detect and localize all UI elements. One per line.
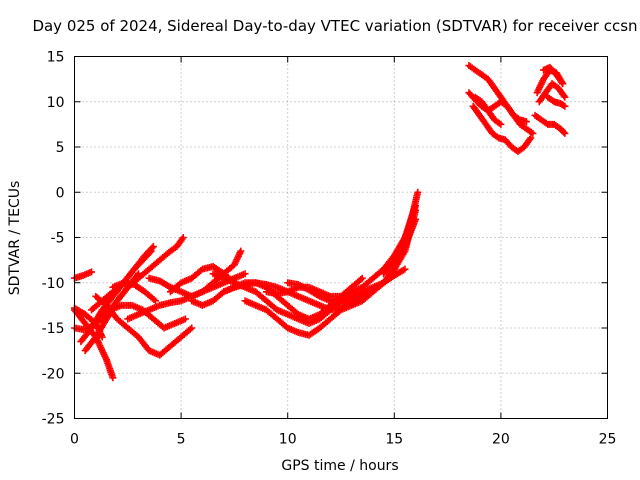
data-point bbox=[561, 93, 569, 101]
data-point bbox=[147, 247, 155, 255]
series-27 bbox=[531, 111, 569, 137]
y-tick-label: -10 bbox=[42, 276, 65, 292]
data-point bbox=[146, 248, 154, 256]
x-axis-label: GPS time / hours bbox=[281, 458, 398, 474]
y-tick-label: -20 bbox=[42, 366, 65, 382]
series-28 bbox=[540, 63, 567, 88]
y-tick-label: -15 bbox=[42, 321, 65, 337]
y-tick-label: -5 bbox=[51, 231, 65, 247]
data-point bbox=[560, 128, 568, 136]
data-point bbox=[561, 129, 569, 137]
series-22 bbox=[465, 89, 537, 137]
data-point bbox=[414, 188, 422, 196]
data-point bbox=[149, 243, 157, 251]
data-point bbox=[109, 374, 117, 382]
y-tick-label: 15 bbox=[47, 50, 65, 66]
series-15 bbox=[209, 265, 409, 327]
series-10 bbox=[109, 279, 160, 305]
x-tick-label: 5 bbox=[177, 432, 186, 448]
data-point bbox=[559, 101, 567, 109]
series-11 bbox=[124, 270, 249, 323]
grid-lines bbox=[74, 56, 608, 419]
data-point bbox=[179, 234, 187, 241]
data-point bbox=[522, 118, 530, 126]
data-point bbox=[150, 296, 158, 304]
data-point bbox=[401, 265, 409, 273]
axis-ticks: 0 5 10 15 20 25 -25 -20 -15 -10 -5 0 5 10 15 bbox=[42, 50, 617, 448]
x-tick-label: 15 bbox=[385, 432, 403, 448]
series-21 bbox=[465, 62, 530, 126]
data-point bbox=[560, 92, 568, 100]
chart-title: Day 025 of 2024, Sidereal Day-to-day VTE… bbox=[32, 17, 637, 35]
data-point bbox=[399, 266, 407, 274]
data-points bbox=[71, 62, 569, 382]
x-tick-label: 10 bbox=[279, 432, 297, 448]
data-point bbox=[358, 274, 366, 282]
y-axis-label: SDTVAR / TECUs bbox=[7, 181, 23, 296]
data-point bbox=[188, 324, 196, 332]
series-24 bbox=[471, 93, 505, 128]
x-tick-label: 25 bbox=[599, 432, 617, 448]
data-point bbox=[237, 247, 245, 255]
data-point bbox=[527, 134, 535, 142]
data-point bbox=[88, 268, 96, 276]
series-20 bbox=[380, 188, 422, 278]
y-tick-label: 0 bbox=[56, 185, 65, 201]
data-point bbox=[186, 325, 194, 333]
data-point bbox=[558, 78, 566, 86]
data-point bbox=[148, 244, 156, 252]
series-23 bbox=[469, 102, 535, 156]
data-point bbox=[152, 297, 160, 305]
data-point bbox=[241, 270, 249, 278]
data-point bbox=[181, 315, 189, 323]
data-point bbox=[98, 333, 106, 341]
plot-frame bbox=[74, 56, 608, 419]
y-tick-label: -25 bbox=[42, 412, 65, 428]
data-point bbox=[497, 120, 505, 128]
x-tick-label: 0 bbox=[70, 432, 79, 448]
data-point bbox=[357, 276, 365, 284]
data-point bbox=[529, 129, 537, 137]
data-point bbox=[178, 235, 186, 243]
data-point bbox=[526, 135, 534, 143]
x-tick-label: 20 bbox=[492, 432, 510, 448]
y-tick-label: 10 bbox=[47, 95, 65, 111]
series-29 bbox=[544, 93, 569, 110]
series-8 bbox=[92, 292, 196, 359]
data-point bbox=[559, 80, 567, 88]
y-tick-label: 5 bbox=[56, 140, 65, 156]
data-point bbox=[561, 102, 569, 110]
